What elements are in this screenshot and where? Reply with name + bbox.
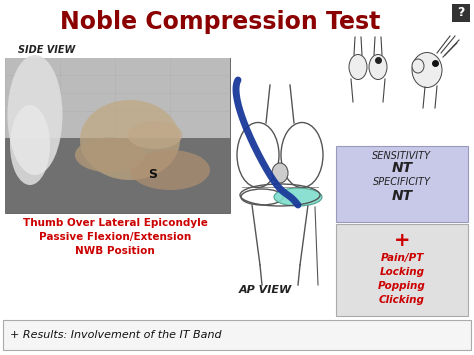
Text: NWB Position: NWB Position (75, 246, 155, 256)
Ellipse shape (412, 53, 442, 87)
Ellipse shape (281, 122, 323, 187)
FancyBboxPatch shape (5, 58, 230, 138)
Text: AP VIEW: AP VIEW (238, 285, 292, 295)
Text: ?: ? (457, 6, 465, 20)
Text: Locking: Locking (380, 267, 425, 277)
Ellipse shape (272, 163, 288, 183)
Ellipse shape (369, 55, 387, 80)
Ellipse shape (10, 105, 50, 185)
Text: Thumb Over Lateral Epicondyle: Thumb Over Lateral Epicondyle (23, 218, 208, 228)
FancyBboxPatch shape (5, 138, 230, 213)
Ellipse shape (412, 59, 424, 73)
Ellipse shape (8, 55, 63, 175)
Text: Clicking: Clicking (379, 295, 425, 305)
Text: NT: NT (392, 189, 412, 203)
FancyBboxPatch shape (452, 4, 470, 22)
FancyBboxPatch shape (5, 58, 230, 213)
Ellipse shape (349, 55, 367, 80)
Text: SENSITIVITY: SENSITIVITY (373, 151, 431, 161)
Text: NT: NT (392, 161, 412, 175)
Text: SPECIFICITY: SPECIFICITY (373, 177, 431, 187)
FancyBboxPatch shape (3, 320, 471, 350)
Text: S: S (148, 169, 157, 181)
Ellipse shape (274, 188, 322, 206)
Ellipse shape (75, 137, 145, 173)
Text: Popping: Popping (378, 281, 426, 291)
Text: Passive Flexion/Extension: Passive Flexion/Extension (39, 232, 191, 242)
Ellipse shape (80, 100, 180, 180)
Text: Pain/PT: Pain/PT (380, 253, 424, 263)
Text: + Results: Involvement of the IT Band: + Results: Involvement of the IT Band (10, 330, 222, 340)
Text: +: + (394, 230, 410, 250)
FancyBboxPatch shape (336, 146, 468, 222)
FancyBboxPatch shape (336, 224, 468, 316)
Ellipse shape (128, 121, 182, 149)
Ellipse shape (130, 150, 210, 190)
Ellipse shape (241, 189, 283, 205)
Ellipse shape (237, 122, 279, 187)
Text: Noble Compression Test: Noble Compression Test (60, 10, 380, 34)
Text: SIDE VIEW: SIDE VIEW (18, 45, 75, 55)
